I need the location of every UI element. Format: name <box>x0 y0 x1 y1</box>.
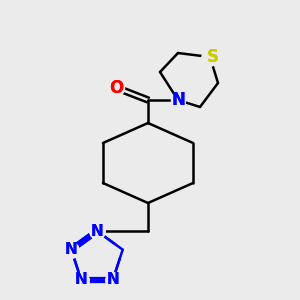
Text: N: N <box>91 224 103 238</box>
Text: N: N <box>171 91 185 109</box>
Text: N: N <box>171 91 185 109</box>
Text: O: O <box>109 79 123 97</box>
Text: N: N <box>106 272 119 287</box>
Text: N: N <box>106 272 119 287</box>
Text: N: N <box>65 242 78 257</box>
Text: N: N <box>75 272 88 287</box>
Text: S: S <box>207 48 219 66</box>
Text: N: N <box>91 224 103 238</box>
Text: N: N <box>75 272 88 287</box>
Text: O: O <box>109 79 123 97</box>
Text: N: N <box>65 242 78 257</box>
Text: S: S <box>207 48 219 66</box>
